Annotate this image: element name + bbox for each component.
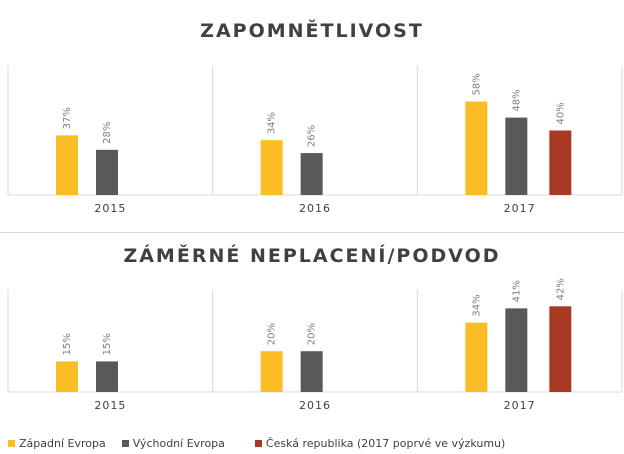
legend: Západní Evropa Východní Evropa Česká rep…: [8, 435, 624, 451]
data-label-vychodni-evropa-2015: 15%: [102, 333, 113, 355]
data-label-zapadni-evropa-2015: 37%: [62, 107, 73, 129]
legend-label-ceska-republika: Česká republika (2017 poprvé ve výzkumu): [265, 436, 506, 450]
bar-zapadni-evropa-2015: [56, 361, 78, 392]
x-tick-label: 2017: [504, 202, 536, 215]
chart-title-zapomnetlivost: ZAPOMNĚTLIVOST: [200, 20, 424, 42]
data-label-ceska-republika-2017: 42%: [555, 278, 566, 300]
bar-vychodni-evropa-2017: [505, 117, 528, 195]
chart-zapomnetlivost: 2015 37% 28% 2016 34% 26% 2017 58% 48% 40%: [7, 66, 623, 215]
bar-zapadni-evropa-2017: [465, 101, 488, 195]
section-divider: [0, 232, 624, 233]
bar-vychodni-evropa-2015: [96, 149, 118, 195]
x-tick-label: 2015: [94, 202, 126, 215]
legend-swatch-ceska-republika: [254, 439, 262, 447]
data-label-vychodni-evropa-2017: 41%: [511, 280, 522, 302]
x-tick-label: 2015: [94, 399, 126, 412]
bar-vychodni-evropa-2015: [96, 361, 118, 392]
data-label-vychodni-evropa-2016: 20%: [307, 323, 318, 345]
data-label-vychodni-evropa-2017: 48%: [511, 89, 522, 111]
data-label-zapadni-evropa-2016: 20%: [267, 323, 278, 345]
bar-vychodni-evropa-2016: [300, 153, 323, 195]
data-label-zapadni-evropa-2016: 34%: [267, 112, 278, 134]
chart-zamerne-neplaceni: 2015 15% 15% 2016 20% 20% 2017 34% 41% 42%: [7, 278, 623, 412]
bar-zapadni-evropa-2017: [465, 322, 488, 392]
x-tick-label: 2017: [504, 399, 536, 412]
bar-ceska-republika-2017: [549, 306, 572, 392]
data-label-zapadni-evropa-2015: 15%: [62, 333, 73, 355]
bar-vychodni-evropa-2016: [300, 351, 323, 392]
legend-swatch-vychodni-evropa: [121, 439, 129, 447]
data-label-vychodni-evropa-2016: 26%: [307, 125, 318, 147]
bar-vychodni-evropa-2017: [505, 308, 528, 392]
bar-zapadni-evropa-2016: [260, 140, 283, 195]
bar-zapadni-evropa-2015: [56, 135, 78, 195]
data-label-zapadni-evropa-2017: 34%: [471, 294, 482, 316]
bar-zapadni-evropa-2016: [260, 351, 283, 392]
legend-item-ceska-republika: Česká republika (2017 poprvé ve výzkumu): [254, 436, 506, 450]
bar-ceska-republika-2017: [549, 130, 572, 195]
legend-label-vychodni-evropa: Východní Evropa: [132, 436, 225, 450]
x-tick-label: 2016: [299, 399, 331, 412]
chart-title-zamerne-neplaceni: ZÁMĚRNÉ NEPLACENÍ/PODVOD: [123, 245, 501, 267]
legend-item-vychodni-evropa: Východní Evropa: [121, 436, 225, 450]
data-label-vychodni-evropa-2015: 28%: [102, 122, 113, 144]
legend-swatch-zapadni-evropa: [8, 439, 15, 447]
legend-label-zapadni-evropa: Západní Evropa: [19, 436, 106, 450]
legend-item-zapadni-evropa: Západní Evropa: [8, 437, 106, 450]
data-label-zapadni-evropa-2017: 58%: [471, 73, 482, 95]
x-tick-label: 2016: [299, 202, 331, 215]
data-label-ceska-republika-2017: 40%: [555, 102, 566, 124]
